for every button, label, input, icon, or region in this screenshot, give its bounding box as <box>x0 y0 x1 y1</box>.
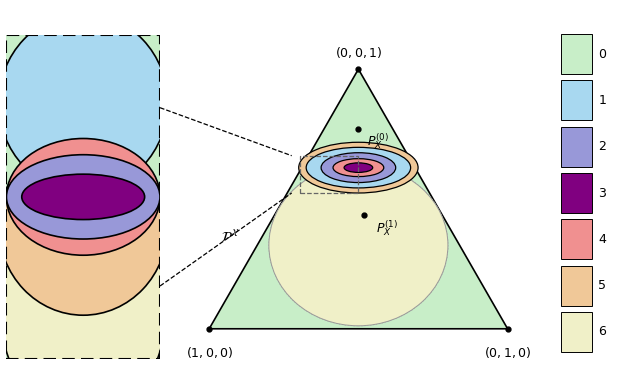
Text: 5: 5 <box>598 279 606 292</box>
Bar <box>300 156 358 193</box>
Ellipse shape <box>0 168 168 386</box>
Ellipse shape <box>306 147 411 188</box>
Text: 2: 2 <box>598 140 606 153</box>
Ellipse shape <box>269 165 448 326</box>
Ellipse shape <box>344 163 372 173</box>
Text: $\mathcal{P}^\mathcal{X}$: $\mathcal{P}^\mathcal{X}$ <box>221 228 240 245</box>
Polygon shape <box>209 69 508 329</box>
Bar <box>561 219 593 259</box>
Text: 6: 6 <box>598 325 606 339</box>
Bar <box>561 312 593 352</box>
Ellipse shape <box>22 174 145 220</box>
Ellipse shape <box>0 137 168 315</box>
Ellipse shape <box>269 165 448 326</box>
Ellipse shape <box>333 159 384 176</box>
Bar <box>561 80 593 120</box>
Bar <box>561 127 593 167</box>
Ellipse shape <box>6 155 160 239</box>
Ellipse shape <box>299 142 418 193</box>
Bar <box>561 34 593 74</box>
Ellipse shape <box>0 14 168 192</box>
Text: 1: 1 <box>598 94 606 107</box>
Text: 4: 4 <box>598 233 606 246</box>
Text: 0: 0 <box>598 47 606 61</box>
Bar <box>561 173 593 213</box>
Text: $P_X^{(1)}$: $P_X^{(1)}$ <box>376 218 398 238</box>
Ellipse shape <box>6 139 160 255</box>
Text: $(1,0,0)$: $(1,0,0)$ <box>186 345 233 360</box>
Ellipse shape <box>321 153 396 183</box>
Bar <box>561 266 593 306</box>
Text: 3: 3 <box>598 186 606 200</box>
Text: $(0,0,1)$: $(0,0,1)$ <box>335 45 382 60</box>
Text: $(0,1,0)$: $(0,1,0)$ <box>484 345 531 360</box>
Text: $P_X^{(0)}$: $P_X^{(0)}$ <box>367 132 389 151</box>
